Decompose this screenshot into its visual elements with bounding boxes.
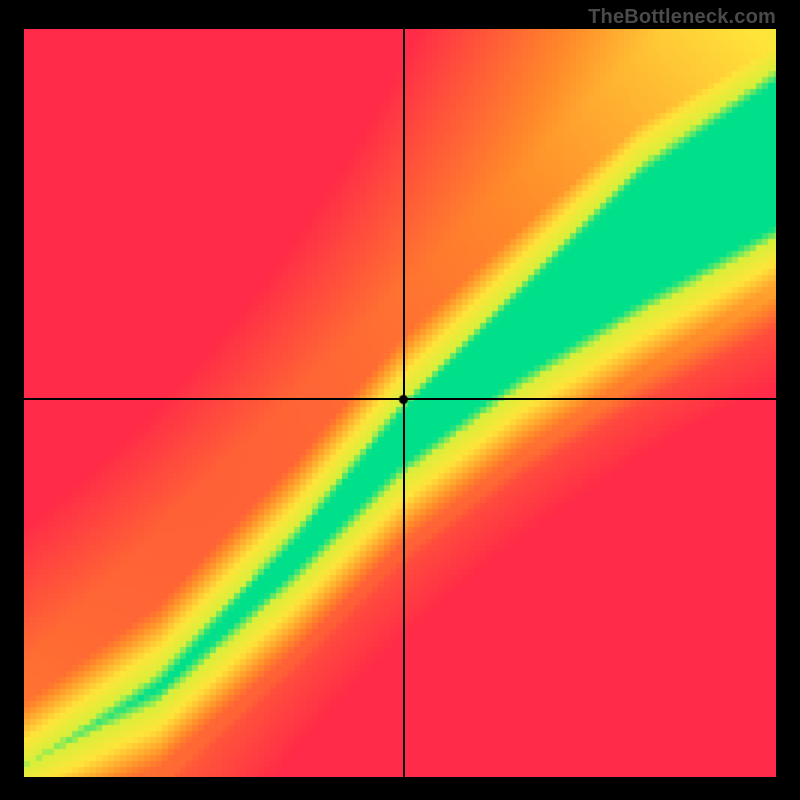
chart-frame: { "watermark": { "text": "TheBottleneck.… — [0, 0, 800, 800]
watermark-text: TheBottleneck.com — [588, 6, 776, 29]
crosshair-marker — [398, 394, 409, 405]
